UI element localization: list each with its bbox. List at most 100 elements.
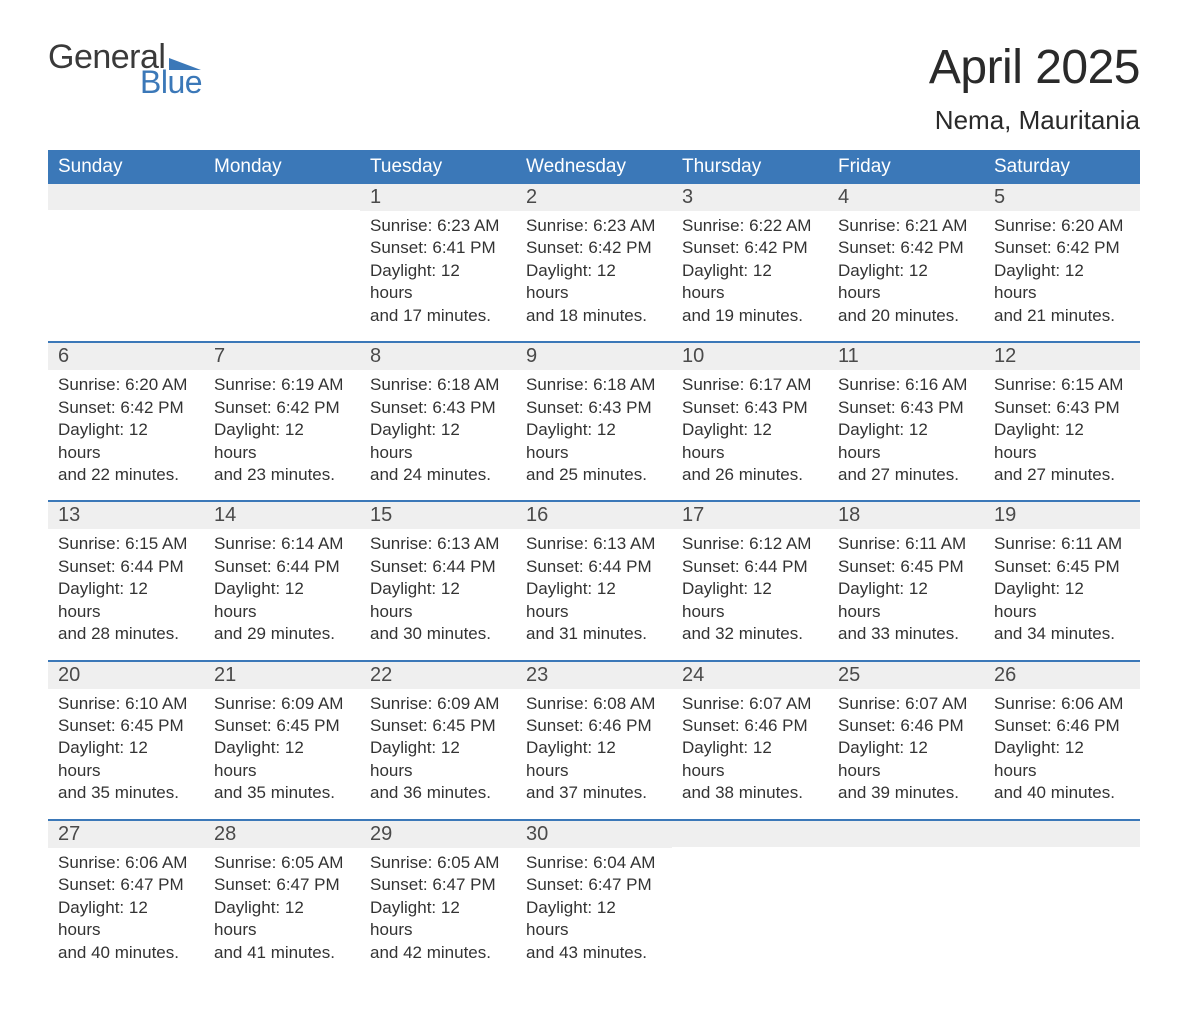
- day-number: 6: [48, 343, 204, 370]
- daylight-line-1: Daylight: 12 hours: [214, 737, 350, 782]
- sunrise-line: Sunrise: 6:05 AM: [370, 852, 506, 874]
- day-number: 27: [48, 821, 204, 848]
- daylight-line-1: Daylight: 12 hours: [838, 578, 974, 623]
- calendar-day: 27Sunrise: 6:06 AMSunset: 6:47 PMDayligh…: [48, 821, 204, 978]
- daylight-line-1: Daylight: 12 hours: [838, 260, 974, 305]
- day-body: Sunrise: 6:20 AMSunset: 6:42 PMDaylight:…: [48, 370, 204, 486]
- day-body: Sunrise: 6:18 AMSunset: 6:43 PMDaylight:…: [360, 370, 516, 486]
- day-number: 3: [672, 184, 828, 211]
- day-body: Sunrise: 6:09 AMSunset: 6:45 PMDaylight:…: [360, 689, 516, 805]
- location: Nema, Mauritania: [929, 105, 1140, 136]
- day-number: 9: [516, 343, 672, 370]
- sunset-line: Sunset: 6:44 PM: [682, 556, 818, 578]
- sunrise-line: Sunrise: 6:16 AM: [838, 374, 974, 396]
- daylight-line-2: and 42 minutes.: [370, 942, 506, 964]
- sunset-line: Sunset: 6:47 PM: [214, 874, 350, 896]
- daylight-line-1: Daylight: 12 hours: [370, 578, 506, 623]
- day-number: 16: [516, 502, 672, 529]
- sunset-line: Sunset: 6:42 PM: [682, 237, 818, 259]
- sunset-line: Sunset: 6:46 PM: [838, 715, 974, 737]
- day-number: [204, 184, 360, 210]
- calendar-day: 20Sunrise: 6:10 AMSunset: 6:45 PMDayligh…: [48, 662, 204, 819]
- weekday-header: Friday: [828, 150, 984, 184]
- sunrise-line: Sunrise: 6:20 AM: [994, 215, 1130, 237]
- daylight-line-1: Daylight: 12 hours: [682, 419, 818, 464]
- daylight-line-2: and 39 minutes.: [838, 782, 974, 804]
- daylight-line-1: Daylight: 12 hours: [58, 578, 194, 623]
- sunset-line: Sunset: 6:46 PM: [994, 715, 1130, 737]
- daylight-line-1: Daylight: 12 hours: [526, 578, 662, 623]
- calendar-day: 9Sunrise: 6:18 AMSunset: 6:43 PMDaylight…: [516, 343, 672, 500]
- day-body: Sunrise: 6:20 AMSunset: 6:42 PMDaylight:…: [984, 211, 1140, 327]
- sunset-line: Sunset: 6:44 PM: [58, 556, 194, 578]
- sunrise-line: Sunrise: 6:11 AM: [838, 533, 974, 555]
- day-body: Sunrise: 6:05 AMSunset: 6:47 PMDaylight:…: [360, 848, 516, 964]
- sunrise-line: Sunrise: 6:20 AM: [58, 374, 194, 396]
- calendar-week: 13Sunrise: 6:15 AMSunset: 6:44 PMDayligh…: [48, 500, 1140, 659]
- day-number: 8: [360, 343, 516, 370]
- day-number: 25: [828, 662, 984, 689]
- day-number: 15: [360, 502, 516, 529]
- calendar-day: 23Sunrise: 6:08 AMSunset: 6:46 PMDayligh…: [516, 662, 672, 819]
- brand-logo: General Blue: [48, 40, 202, 98]
- weeks-container: 1Sunrise: 6:23 AMSunset: 6:41 PMDaylight…: [48, 184, 1140, 978]
- daylight-line-1: Daylight: 12 hours: [214, 897, 350, 942]
- daylight-line-1: Daylight: 12 hours: [370, 737, 506, 782]
- sunset-line: Sunset: 6:47 PM: [526, 874, 662, 896]
- weekday-header-row: SundayMondayTuesdayWednesdayThursdayFrid…: [48, 150, 1140, 184]
- day-number: 18: [828, 502, 984, 529]
- page-title: April 2025: [929, 40, 1140, 95]
- day-number: 24: [672, 662, 828, 689]
- day-body: Sunrise: 6:13 AMSunset: 6:44 PMDaylight:…: [360, 529, 516, 645]
- day-number: [672, 821, 828, 847]
- calendar-day: 30Sunrise: 6:04 AMSunset: 6:47 PMDayligh…: [516, 821, 672, 978]
- sunrise-line: Sunrise: 6:12 AM: [682, 533, 818, 555]
- calendar-day: 29Sunrise: 6:05 AMSunset: 6:47 PMDayligh…: [360, 821, 516, 978]
- day-number: 21: [204, 662, 360, 689]
- calendar-day: 8Sunrise: 6:18 AMSunset: 6:43 PMDaylight…: [360, 343, 516, 500]
- title-block: April 2025 Nema, Mauritania: [929, 40, 1140, 136]
- day-number: 14: [204, 502, 360, 529]
- daylight-line-2: and 34 minutes.: [994, 623, 1130, 645]
- sunrise-line: Sunrise: 6:06 AM: [58, 852, 194, 874]
- daylight-line-1: Daylight: 12 hours: [994, 578, 1130, 623]
- daylight-line-2: and 43 minutes.: [526, 942, 662, 964]
- calendar-day: [984, 821, 1140, 978]
- sunset-line: Sunset: 6:47 PM: [58, 874, 194, 896]
- calendar-day: 28Sunrise: 6:05 AMSunset: 6:47 PMDayligh…: [204, 821, 360, 978]
- sunrise-line: Sunrise: 6:04 AM: [526, 852, 662, 874]
- sunset-line: Sunset: 6:43 PM: [682, 397, 818, 419]
- calendar-day: 10Sunrise: 6:17 AMSunset: 6:43 PMDayligh…: [672, 343, 828, 500]
- calendar-day: 11Sunrise: 6:16 AMSunset: 6:43 PMDayligh…: [828, 343, 984, 500]
- daylight-line-2: and 19 minutes.: [682, 305, 818, 327]
- sunrise-line: Sunrise: 6:22 AM: [682, 215, 818, 237]
- weekday-header: Wednesday: [516, 150, 672, 184]
- daylight-line-2: and 33 minutes.: [838, 623, 974, 645]
- sunset-line: Sunset: 6:43 PM: [526, 397, 662, 419]
- daylight-line-2: and 40 minutes.: [58, 942, 194, 964]
- day-body: Sunrise: 6:23 AMSunset: 6:42 PMDaylight:…: [516, 211, 672, 327]
- day-number: 30: [516, 821, 672, 848]
- day-body: Sunrise: 6:15 AMSunset: 6:44 PMDaylight:…: [48, 529, 204, 645]
- day-body: Sunrise: 6:11 AMSunset: 6:45 PMDaylight:…: [984, 529, 1140, 645]
- daylight-line-1: Daylight: 12 hours: [58, 419, 194, 464]
- day-body: Sunrise: 6:06 AMSunset: 6:46 PMDaylight:…: [984, 689, 1140, 805]
- day-number: 22: [360, 662, 516, 689]
- calendar-day: 4Sunrise: 6:21 AMSunset: 6:42 PMDaylight…: [828, 184, 984, 341]
- daylight-line-2: and 37 minutes.: [526, 782, 662, 804]
- sunset-line: Sunset: 6:41 PM: [370, 237, 506, 259]
- sunset-line: Sunset: 6:44 PM: [370, 556, 506, 578]
- day-body: Sunrise: 6:09 AMSunset: 6:45 PMDaylight:…: [204, 689, 360, 805]
- sunset-line: Sunset: 6:44 PM: [526, 556, 662, 578]
- calendar-day: 7Sunrise: 6:19 AMSunset: 6:42 PMDaylight…: [204, 343, 360, 500]
- day-number: 23: [516, 662, 672, 689]
- sunset-line: Sunset: 6:45 PM: [370, 715, 506, 737]
- day-number: 10: [672, 343, 828, 370]
- daylight-line-1: Daylight: 12 hours: [682, 737, 818, 782]
- sunrise-line: Sunrise: 6:18 AM: [526, 374, 662, 396]
- daylight-line-2: and 26 minutes.: [682, 464, 818, 486]
- sunset-line: Sunset: 6:42 PM: [994, 237, 1130, 259]
- day-body: Sunrise: 6:21 AMSunset: 6:42 PMDaylight:…: [828, 211, 984, 327]
- sunset-line: Sunset: 6:46 PM: [526, 715, 662, 737]
- calendar-day: 14Sunrise: 6:14 AMSunset: 6:44 PMDayligh…: [204, 502, 360, 659]
